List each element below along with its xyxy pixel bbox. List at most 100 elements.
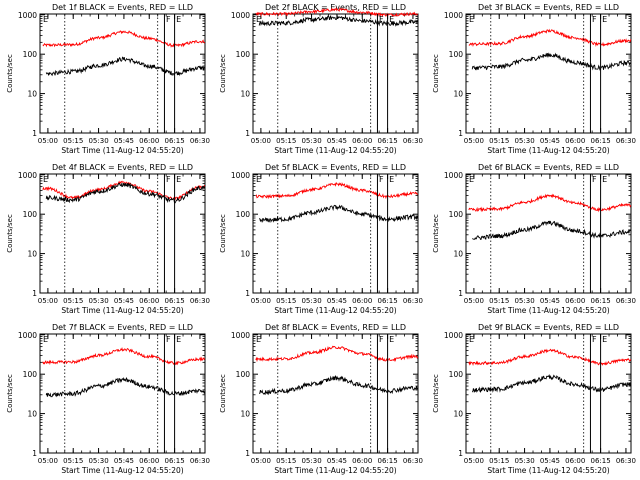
x-tick-label: 06:15 bbox=[377, 297, 397, 305]
marker-label: E bbox=[389, 175, 394, 184]
x-tick-label: 05:15 bbox=[276, 297, 296, 305]
x-tick-label: 06:30 bbox=[190, 297, 210, 305]
marker-label: E bbox=[43, 335, 48, 344]
x-axis-label: Start Time (11-Aug-12 04:55:20) bbox=[274, 306, 396, 315]
y-tick-label: 1000 bbox=[231, 171, 250, 180]
x-tick-label: 06:30 bbox=[616, 457, 636, 465]
events-series-line bbox=[471, 374, 632, 393]
axes-frame bbox=[39, 333, 206, 454]
marker-label: F bbox=[592, 175, 597, 184]
y-tick-label: 10 bbox=[240, 250, 250, 259]
marker-label: E bbox=[469, 335, 474, 344]
x-tick-label: 05:00 bbox=[251, 137, 271, 145]
x-tick-label: 05:15 bbox=[63, 457, 83, 465]
y-tick-label: 100 bbox=[236, 50, 251, 59]
axes-frame bbox=[465, 333, 632, 454]
x-axis-label: Start Time (11-Aug-12 04:55:20) bbox=[61, 466, 183, 475]
x-tick-label: 05:00 bbox=[38, 297, 58, 305]
x-axis-label: Start Time (11-Aug-12 04:55:20) bbox=[274, 466, 396, 475]
marker-label: E bbox=[389, 335, 394, 344]
marker-label: E bbox=[602, 335, 607, 344]
events-series-line bbox=[45, 376, 206, 398]
detector-panel-1: Det 1f BLACK = Events, RED = LLD 1 10 100 10… bbox=[6, 3, 210, 155]
y-axis-label: Counts/sec bbox=[432, 54, 440, 93]
panel-title: Det 4f BLACK = Events, RED = LLD bbox=[52, 163, 193, 172]
x-tick-label: 06:00 bbox=[352, 297, 372, 305]
x-tick-label: 06:15 bbox=[377, 137, 397, 145]
y-tick-label: 10 bbox=[453, 250, 463, 259]
x-tick-label: 06:15 bbox=[377, 457, 397, 465]
x-tick-label: 05:00 bbox=[38, 457, 58, 465]
y-tick-label: 10 bbox=[240, 90, 250, 99]
y-tick-label: 1 bbox=[458, 129, 463, 138]
x-tick-label: 05:30 bbox=[514, 457, 534, 465]
lld-series-line bbox=[255, 181, 419, 200]
events-series-line bbox=[45, 56, 206, 77]
x-tick-label: 05:30 bbox=[301, 137, 321, 145]
marker-label: F bbox=[166, 15, 171, 24]
y-axis-label: Counts/sec bbox=[6, 214, 14, 253]
y-axis-label: Counts/sec bbox=[6, 374, 14, 413]
events-series-line bbox=[258, 374, 418, 396]
x-tick-label: 05:15 bbox=[489, 137, 509, 145]
x-axis-label: Start Time (11-Aug-12 04:55:20) bbox=[487, 306, 609, 315]
detector-panel-7: Det 7f BLACK = Events, RED = LLD 1 10 100 10… bbox=[6, 323, 210, 475]
axes-frame bbox=[39, 13, 206, 134]
x-tick-label: 05:00 bbox=[38, 137, 58, 145]
x-tick-label: 06:30 bbox=[190, 137, 210, 145]
y-tick-label: 1 bbox=[245, 129, 250, 138]
x-tick-label: 06:00 bbox=[565, 137, 585, 145]
x-tick-label: 05:00 bbox=[464, 137, 484, 145]
y-tick-label: 1 bbox=[32, 449, 37, 458]
x-tick-label: 06:00 bbox=[565, 297, 585, 305]
detector-panel-9: Det 9f BLACK = Events, RED = LLD 1 10 100 10… bbox=[432, 323, 636, 475]
x-tick-label: 05:45 bbox=[327, 457, 347, 465]
x-axis-label: Start Time (11-Aug-12 04:55:20) bbox=[487, 146, 609, 155]
panel-title: Det 2f BLACK = Events, RED = LLD bbox=[265, 3, 406, 12]
y-tick-label: 10 bbox=[240, 410, 250, 419]
marker-label: F bbox=[592, 335, 597, 344]
y-tick-label: 100 bbox=[449, 50, 464, 59]
events-series-line bbox=[45, 182, 206, 204]
y-tick-label: 1000 bbox=[231, 11, 250, 20]
y-axis-label: Counts/sec bbox=[219, 374, 227, 413]
y-tick-label: 1000 bbox=[18, 11, 37, 20]
x-tick-label: 05:00 bbox=[251, 297, 271, 305]
x-tick-label: 06:00 bbox=[565, 457, 585, 465]
y-axis-label: Counts/sec bbox=[219, 214, 227, 253]
y-tick-label: 100 bbox=[23, 50, 38, 59]
x-tick-label: 05:30 bbox=[88, 137, 108, 145]
y-axis-label: Counts/sec bbox=[432, 374, 440, 413]
x-axis-label: Start Time (11-Aug-12 04:55:20) bbox=[487, 466, 609, 475]
x-tick-label: 06:30 bbox=[190, 457, 210, 465]
x-tick-label: 06:15 bbox=[164, 137, 184, 145]
axes-frame bbox=[39, 173, 206, 294]
lld-series-line bbox=[468, 348, 632, 367]
x-tick-label: 06:30 bbox=[403, 297, 423, 305]
x-tick-label: 05:45 bbox=[114, 137, 134, 145]
marker-label: E bbox=[176, 335, 181, 344]
y-tick-label: 1000 bbox=[18, 171, 37, 180]
y-tick-label: 10 bbox=[453, 410, 463, 419]
axes-frame bbox=[465, 173, 632, 294]
y-axis-label: Counts/sec bbox=[219, 54, 227, 93]
y-tick-label: 1 bbox=[458, 289, 463, 298]
marker-label: E bbox=[469, 15, 474, 24]
y-axis-label: Counts/sec bbox=[6, 54, 14, 93]
marker-label: F bbox=[379, 175, 384, 184]
y-tick-label: 1 bbox=[32, 129, 37, 138]
y-tick-label: 1000 bbox=[444, 331, 463, 340]
x-tick-label: 05:00 bbox=[464, 297, 484, 305]
x-tick-label: 06:30 bbox=[616, 137, 636, 145]
x-tick-label: 05:45 bbox=[540, 137, 560, 145]
y-tick-label: 10 bbox=[27, 250, 37, 259]
x-tick-label: 06:15 bbox=[164, 457, 184, 465]
y-tick-label: 1 bbox=[245, 449, 250, 458]
x-tick-label: 06:00 bbox=[352, 137, 372, 145]
marker-label: E bbox=[256, 335, 261, 344]
events-series-line bbox=[258, 14, 419, 27]
x-tick-label: 05:15 bbox=[489, 457, 509, 465]
x-tick-label: 05:15 bbox=[63, 137, 83, 145]
marker-label: F bbox=[166, 335, 171, 344]
marker-label: E bbox=[469, 175, 474, 184]
